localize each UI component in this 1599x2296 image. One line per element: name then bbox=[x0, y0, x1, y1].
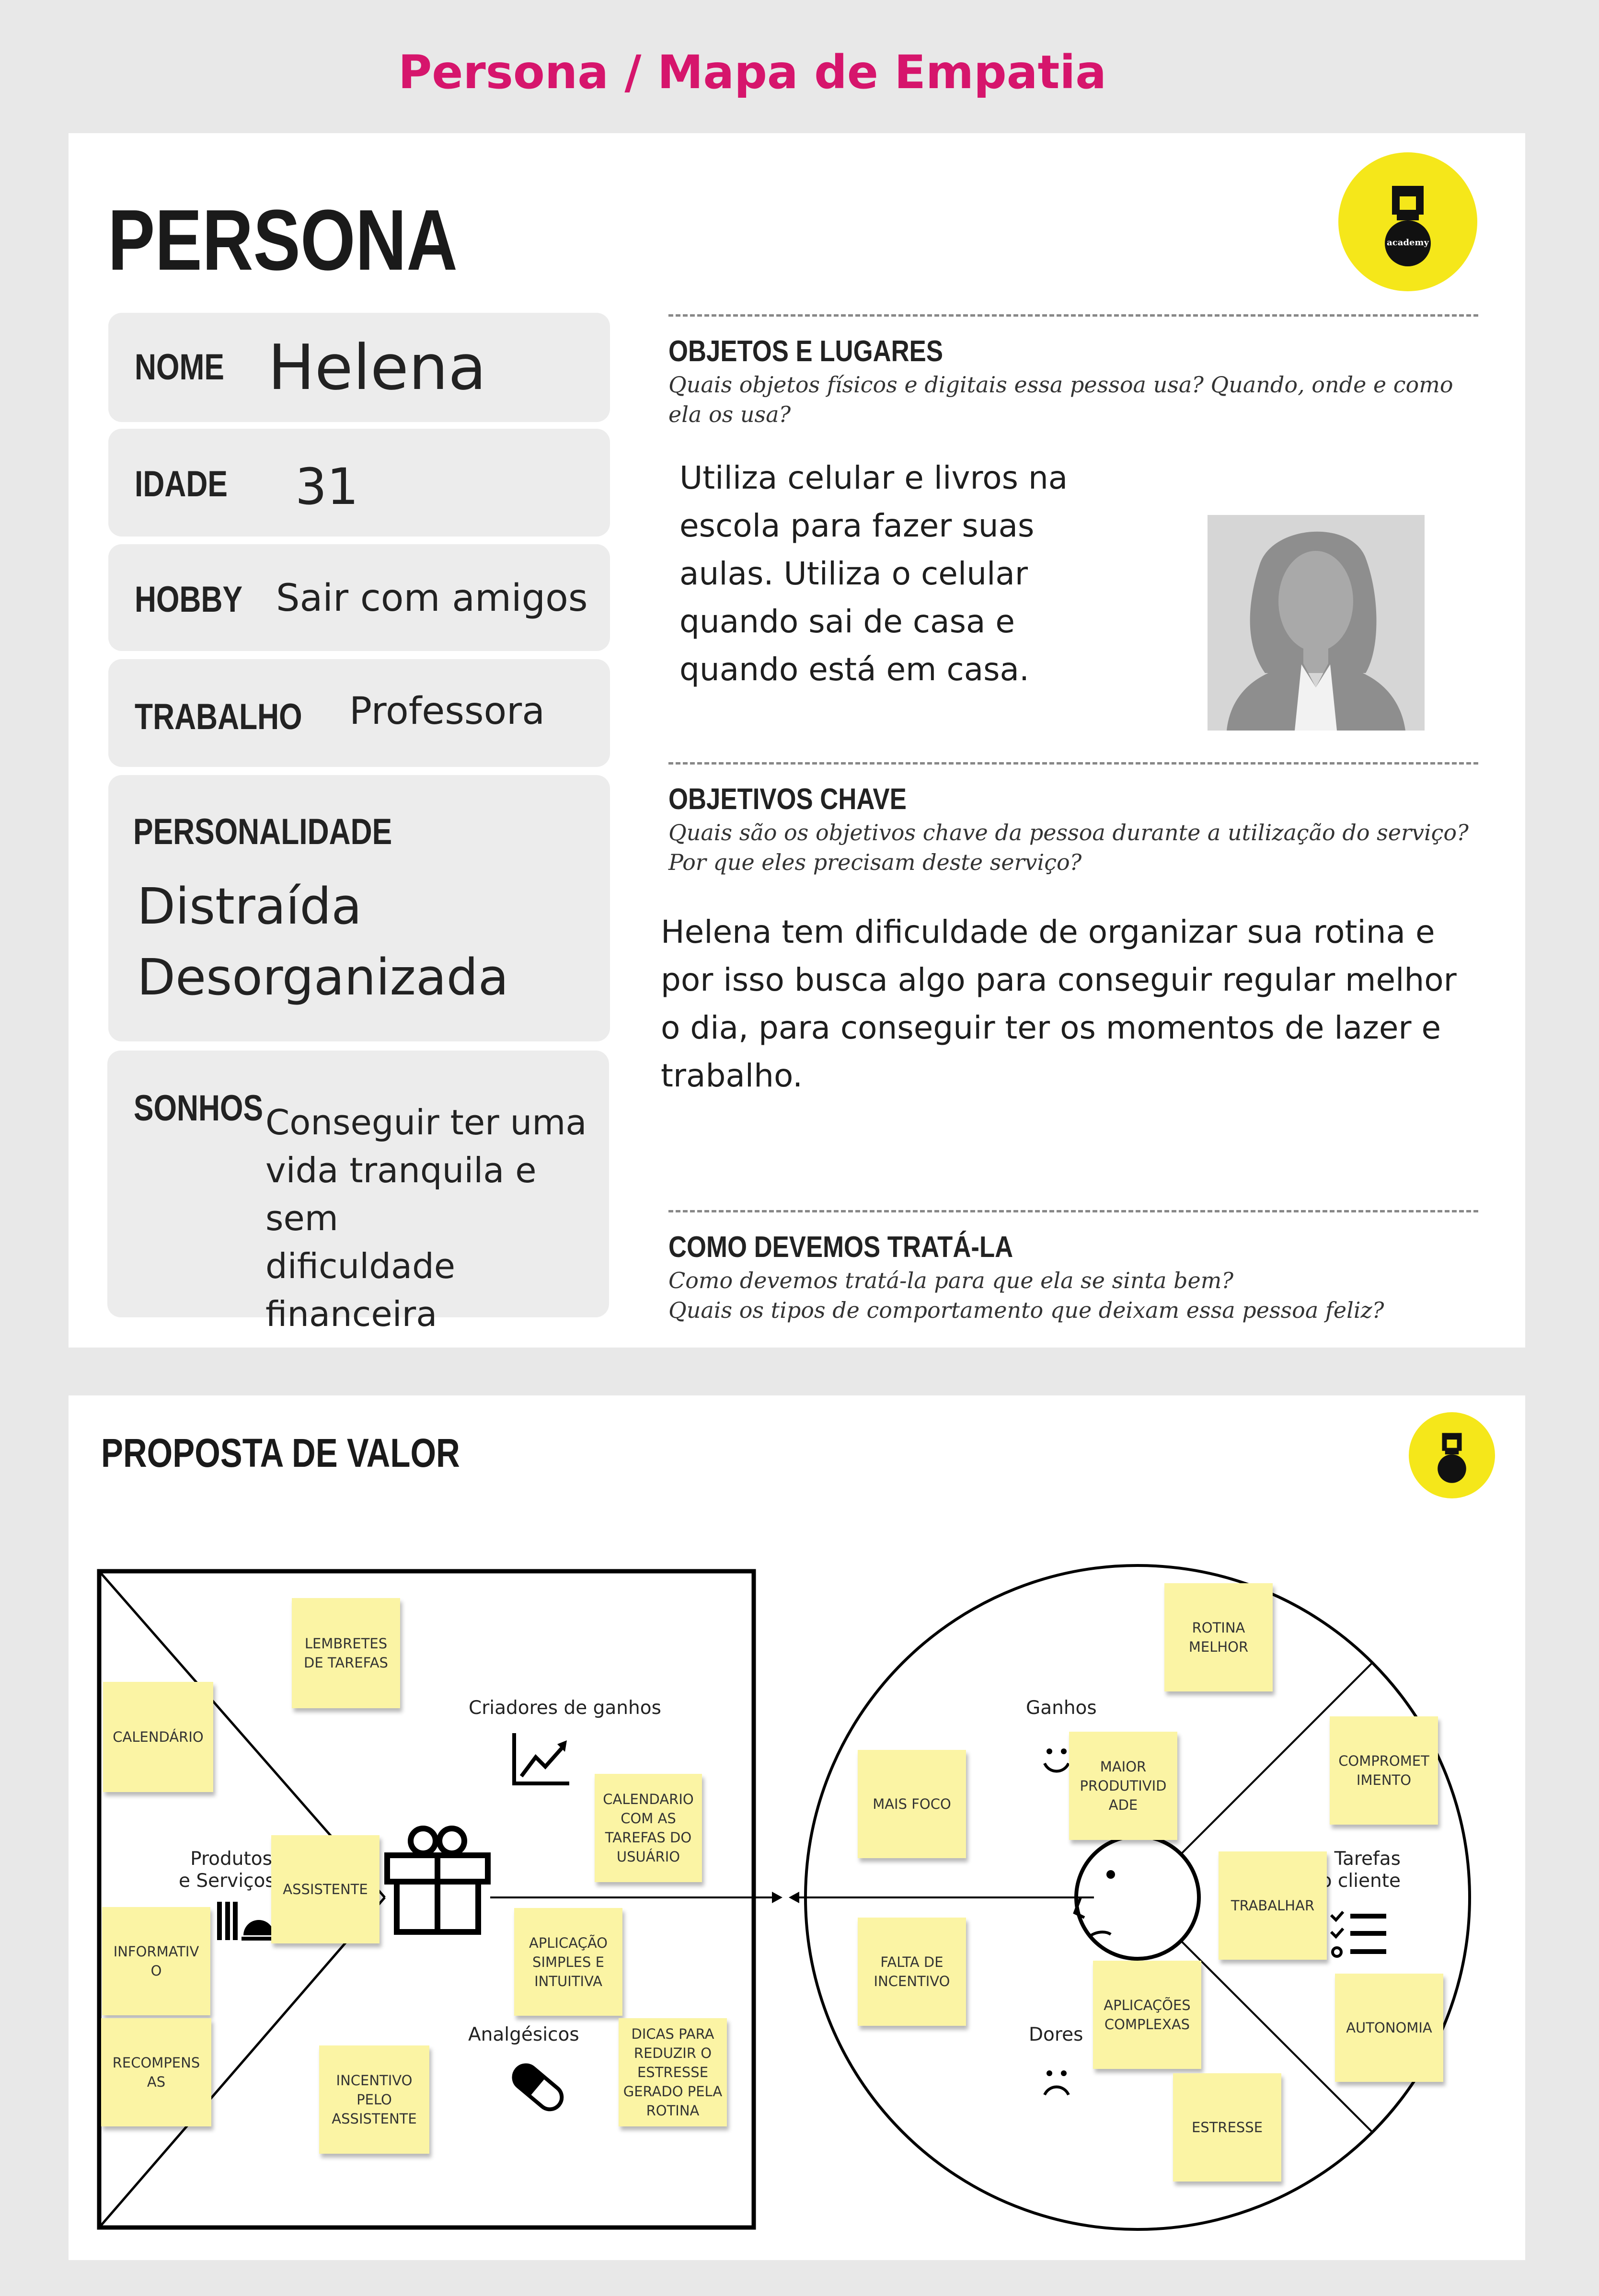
academy-logo-icon bbox=[1385, 186, 1431, 266]
page-title: Persona / Mapa de Empatia bbox=[398, 46, 1107, 99]
value-proposition-panel: PROPOSTA DE VALOR bbox=[69, 1395, 1525, 2260]
sticky-note[interactable]: APLICAÇÃO SIMPLES E INTUITIVA bbox=[514, 1908, 622, 2016]
sticky-note[interactable]: DICAS PARA REDUZIR O ESTRESSE GERADO PEL… bbox=[619, 2018, 727, 2126]
objetivos-line: Helena tem dificuldade de organizar sua … bbox=[661, 914, 1435, 950]
sonhos-line: Conseguir ter uma bbox=[265, 1102, 587, 1142]
sonhos-line: financeira bbox=[265, 1294, 437, 1334]
field-trabalho-label: TRABALHO bbox=[135, 697, 302, 737]
sonhos-line: vida tranquila e sem bbox=[265, 1150, 537, 1238]
field-idade-value: 31 bbox=[295, 457, 359, 516]
field-nome: NOME Helena bbox=[108, 313, 610, 422]
products-icon bbox=[217, 1902, 276, 1941]
sticky-note[interactable]: RECOMPENS AS bbox=[101, 2018, 211, 2126]
field-hobby-label: HOBBY bbox=[135, 579, 243, 620]
persona-panel: PERSONA academy NOME Helena IDADE 31 HOB… bbox=[69, 133, 1525, 1348]
objetivos-subtitle: Quais são os objetivos chave da pessoa d… bbox=[668, 818, 1493, 877]
sticky-note[interactable]: CALENDARIO COM AS TAREFAS DO USUÁRIO bbox=[595, 1774, 702, 1882]
field-sonhos: SONHOS Conseguir ter uma vida tranquila … bbox=[107, 1051, 609, 1334]
person-silhouette-icon bbox=[1227, 531, 1405, 731]
sticky-note[interactable]: ASSISTENTE bbox=[271, 1835, 380, 1943]
objetivos-line: por isso busca algo para conseguir regul… bbox=[661, 961, 1457, 998]
value-canvas-diagram bbox=[97, 1564, 1471, 2231]
objetos-line: Utiliza celular e livros na bbox=[679, 459, 1068, 496]
sticky-note[interactable]: INFORMATIV O bbox=[102, 1907, 210, 2015]
field-personalidade: PERSONALIDADE Distraída Desorganizada bbox=[108, 775, 610, 1041]
academy-logo-small bbox=[1409, 1412, 1495, 1498]
academy-logo: academy bbox=[1338, 152, 1477, 291]
avatar bbox=[1208, 515, 1425, 731]
subtitle-line: Quais objetos físicos e digitais essa pe… bbox=[668, 372, 1453, 398]
sonhos-line: dificuldade bbox=[265, 1246, 456, 1286]
objetivos-heading: OBJETIVOS CHAVE bbox=[668, 783, 907, 816]
objetos-line: escola para fazer suas bbox=[679, 507, 1035, 544]
analgesicos-label: Analgésicos bbox=[468, 2024, 579, 2045]
value-title: PROPOSTA DE VALOR bbox=[101, 1430, 460, 1475]
sticky-note[interactable]: APLICAÇÕES COMPLEXAS bbox=[1093, 1961, 1201, 2069]
sticky-note[interactable]: INCENTIVO PELO ASSISTENTE bbox=[319, 2045, 429, 2154]
field-nome-label: NOME bbox=[135, 347, 224, 388]
field-nome-value: Helena bbox=[268, 331, 486, 404]
sticky-note[interactable]: MAIS FOCO bbox=[858, 1750, 966, 1858]
divider bbox=[668, 314, 1478, 317]
pill-icon bbox=[512, 2063, 564, 2112]
gift-icon bbox=[384, 1826, 491, 1935]
personalidade-line: Distraída bbox=[137, 877, 362, 936]
objetos-text: Utiliza celular e livros na escola para … bbox=[679, 454, 1207, 694]
produtos-line: Produtos bbox=[190, 1848, 272, 1870]
subtitle-line: Por que eles precisam deste serviço? bbox=[668, 849, 1082, 875]
growth-chart-icon bbox=[512, 1733, 569, 1785]
ganhos-label: Ganhos bbox=[1026, 1697, 1097, 1719]
produtos-line: e Serviços bbox=[179, 1870, 275, 1892]
academy-logo-icon bbox=[1438, 1433, 1466, 1483]
objetivos-line: trabalho. bbox=[661, 1057, 803, 1094]
subtitle-line: ela os usa? bbox=[668, 401, 791, 427]
field-hobby-value: Sair com amigos bbox=[276, 577, 588, 620]
criadores-label: Criadores de ganhos bbox=[469, 1697, 661, 1719]
objetivos-text: Helena tem dificuldade de organizar sua … bbox=[661, 908, 1499, 1100]
objetos-line: quando sai de casa e bbox=[679, 603, 1015, 640]
tarefas-line: Tarefas bbox=[1334, 1848, 1401, 1870]
tratar-subtitle: Como devemos tratá-la para que ela se si… bbox=[668, 1266, 1493, 1325]
objetivos-line: o dia, para conseguir ter os momentos de… bbox=[661, 1009, 1441, 1046]
objetos-line: aulas. Utiliza o celular bbox=[679, 555, 1028, 592]
field-idade-label: IDADE bbox=[135, 464, 228, 504]
persona-title: PERSONA bbox=[108, 192, 458, 288]
sticky-note[interactable]: LEMBRETES DE TAREFAS bbox=[292, 1598, 400, 1708]
divider bbox=[668, 1210, 1478, 1212]
field-hobby: HOBBY Sair com amigos bbox=[108, 544, 610, 651]
sticky-note[interactable]: TRABALHAR bbox=[1219, 1851, 1327, 1960]
field-personalidade-label: PERSONALIDADE bbox=[133, 811, 392, 852]
field-sonhos-label: SONHOS bbox=[134, 1088, 264, 1129]
sticky-note[interactable]: AUTONOMIA bbox=[1335, 1974, 1443, 2082]
sad-face-icon bbox=[1043, 2070, 1070, 2096]
sticky-note[interactable]: CALENDÁRIO bbox=[103, 1682, 213, 1792]
personalidade-line: Desorganizada bbox=[137, 948, 509, 1006]
logo-text: academy bbox=[1387, 238, 1429, 248]
sticky-note[interactable]: COMPROMET IMENTO bbox=[1330, 1716, 1438, 1825]
sticky-note[interactable]: ESTRESSE bbox=[1173, 2073, 1281, 2182]
field-personalidade-value: Distraída Desorganizada bbox=[137, 871, 508, 1013]
field-trabalho-value: Professora bbox=[349, 690, 545, 733]
divider bbox=[668, 762, 1478, 765]
field-trabalho: TRABALHO Professora bbox=[108, 659, 610, 767]
objetos-heading: OBJETOS E LUGARES bbox=[668, 335, 943, 368]
dores-label: Dores bbox=[1029, 2024, 1083, 2045]
tratar-heading: COMO DEVEMOS TRATÁ-LA bbox=[668, 1231, 1013, 1264]
checklist-icon bbox=[1330, 1911, 1386, 1958]
objetos-subtitle: Quais objetos físicos e digitais essa pe… bbox=[668, 370, 1483, 429]
field-idade: IDADE 31 bbox=[108, 429, 610, 537]
field-sonhos-value: Conseguir ter uma vida tranquila e sem d… bbox=[265, 1098, 609, 1338]
produtos-label: Produtos e Serviços bbox=[179, 1848, 275, 1892]
sticky-note[interactable]: ROTINA MELHOR bbox=[1164, 1583, 1273, 1691]
subtitle-line: Quais os tipos de comportamento que deix… bbox=[668, 1297, 1384, 1323]
objetos-line: quando está em casa. bbox=[679, 651, 1029, 688]
subtitle-line: Quais são os objetivos chave da pessoa d… bbox=[668, 820, 1469, 845]
subtitle-line: Como devemos tratá-la para que ela se si… bbox=[668, 1268, 1234, 1293]
sticky-note[interactable]: MAIOR PRODUTIVID ADE bbox=[1069, 1732, 1177, 1840]
smile-icon bbox=[1043, 1748, 1070, 1773]
sticky-note[interactable]: FALTA DE INCENTIVO bbox=[858, 1918, 966, 2026]
